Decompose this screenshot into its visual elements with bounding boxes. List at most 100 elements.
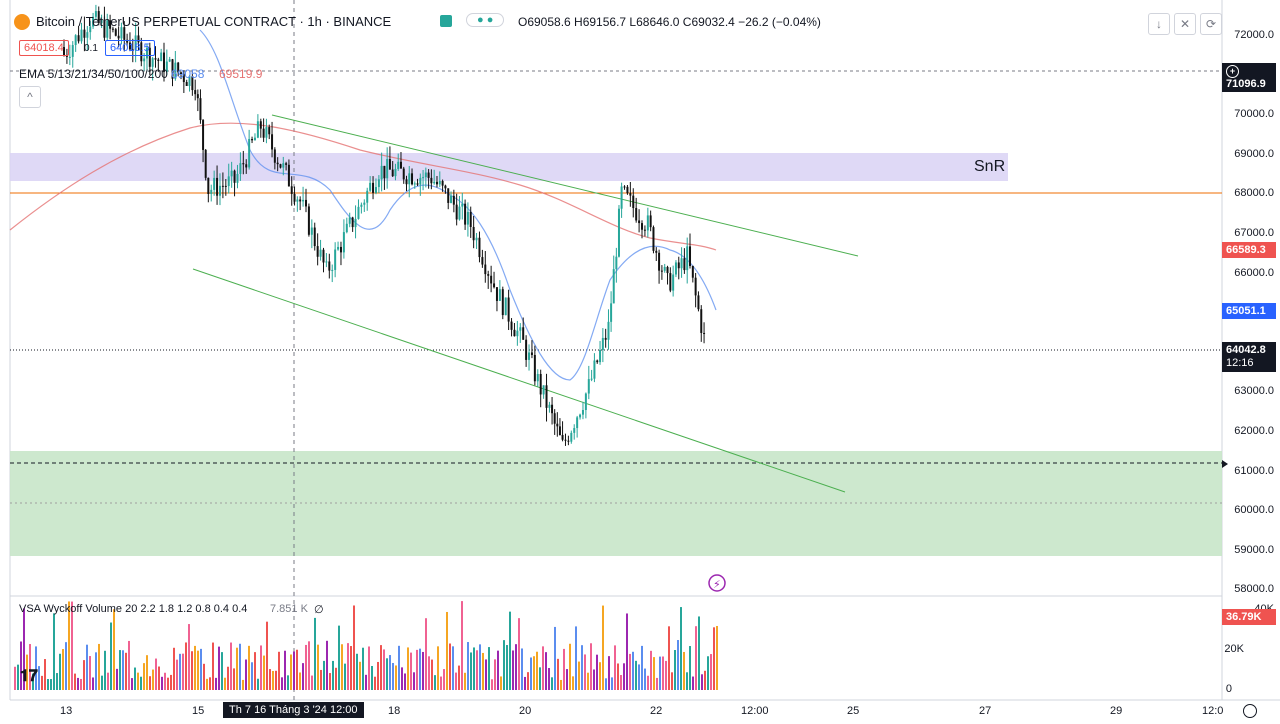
volume-bars[interactable] [14, 601, 718, 690]
symbol-title[interactable]: Bitcoin / TetherUS PERPETUAL CONTRACT · … [36, 14, 392, 29]
volume-bar [530, 657, 532, 690]
buy-price-button[interactable]: 64018.5 [105, 40, 155, 56]
candle-body [251, 138, 254, 141]
volume-bar [32, 673, 34, 690]
volume-bar [14, 666, 16, 690]
candle-body [204, 149, 207, 178]
volume-bar [473, 647, 475, 690]
channel-lower-line[interactable] [192, 268, 846, 493]
candle-body [103, 19, 106, 38]
volume-indicator-label[interactable]: VSA Wyckoff Volume 20 2.2 1.8 1.2 0.8 0.… [19, 603, 248, 615]
restore-icon[interactable]: ⟳ [1200, 13, 1222, 35]
volume-bar [572, 676, 574, 690]
collapse-legend-icon[interactable]: ^ [19, 86, 41, 108]
candle-body [610, 303, 613, 322]
ema-blue-price-box: 65051.1 [1222, 303, 1276, 319]
volume-bar [260, 645, 262, 690]
volume-bar [518, 618, 520, 690]
volume-bar [713, 627, 715, 690]
market-status-icon[interactable] [440, 15, 452, 27]
candle-body [669, 273, 672, 291]
volume-bar [104, 650, 106, 690]
move-down-icon[interactable]: ↓ [1148, 13, 1170, 35]
candle-body [405, 179, 408, 185]
candle-body [111, 28, 114, 30]
alert-price-box[interactable]: +71096.9 [1222, 63, 1276, 92]
symbol-logo-icon[interactable] [14, 14, 30, 33]
candle-body [363, 202, 366, 205]
time-axis-label: 15 [192, 705, 205, 717]
alert-arrow-icon [1222, 460, 1228, 468]
snr-zone[interactable] [10, 153, 1008, 181]
candle-body [570, 432, 573, 442]
candle-body [593, 360, 596, 379]
candle-body [109, 20, 112, 29]
candle-body [310, 227, 313, 235]
alert-add-icon[interactable]: + [1226, 65, 1239, 78]
volume-bar [83, 660, 85, 690]
candle-body [703, 332, 706, 334]
volume-bar [428, 656, 430, 690]
candle-body [351, 217, 354, 228]
tradingview-logo-icon[interactable]: 𝟏𝟕 [20, 668, 38, 685]
candle-body [612, 269, 615, 304]
volume-bar [716, 625, 718, 690]
candle-body [83, 29, 86, 38]
volume-bar [314, 617, 316, 690]
data-status-icon[interactable]: ● ● [466, 13, 505, 27]
candle-body [325, 261, 328, 263]
current-volume-box: 36.79K [1222, 609, 1276, 625]
volume-event-icon[interactable] [708, 574, 726, 592]
volume-bar [143, 663, 145, 690]
time-axis-label: 27 [979, 705, 992, 717]
volume-bar [62, 649, 64, 690]
volume-bar [206, 678, 208, 690]
volume-bar [278, 651, 280, 690]
volume-bar [296, 649, 298, 690]
maximize-icon[interactable]: ✕ [1174, 13, 1196, 35]
volume-bar [236, 647, 238, 690]
volume-bar [218, 646, 220, 690]
candle-body [464, 203, 467, 225]
candle-body [402, 168, 405, 180]
volume-bar [596, 654, 598, 690]
volume-bar [374, 676, 376, 690]
volume-bar [359, 661, 361, 690]
candle-body [86, 32, 89, 38]
volume-bar [59, 653, 61, 690]
candle-body [282, 163, 285, 168]
candle-body [466, 211, 469, 225]
volume-bar [608, 656, 610, 690]
candle-body [533, 354, 536, 382]
candle-body [360, 204, 363, 207]
volume-bar [281, 677, 283, 690]
volume-bar [356, 653, 358, 690]
candlestick-series[interactable] [63, 4, 706, 446]
price-axis-label: 70000.0 [1234, 108, 1274, 121]
snr-label[interactable]: SnR [974, 158, 1006, 175]
sell-price-button[interactable]: 64018.4 [19, 40, 69, 56]
volume-bar [431, 659, 433, 690]
candle-body [674, 262, 677, 275]
candle-body [487, 274, 490, 276]
channel-upper-line[interactable] [271, 114, 859, 257]
chart-settings-icon[interactable] [1243, 704, 1257, 718]
candle-body [337, 246, 340, 250]
volume-bar [200, 648, 202, 690]
volume-bar [338, 625, 340, 690]
candle-body [576, 417, 579, 429]
candle-body [151, 58, 154, 67]
candle-body [493, 283, 496, 288]
candle-body [498, 289, 501, 301]
candle-body [89, 26, 92, 33]
candle-body [114, 29, 117, 36]
volume-bar [593, 669, 595, 690]
volume-bar [386, 658, 388, 690]
ema-indicator-label[interactable]: EMA 5/13/21/34/50/100/200 [19, 67, 168, 81]
volume-bar [710, 654, 712, 690]
candle-body [259, 121, 262, 129]
volume-bar [452, 646, 454, 690]
volume-bar [47, 679, 49, 690]
ema-blue-line[interactable] [199, 29, 717, 381]
